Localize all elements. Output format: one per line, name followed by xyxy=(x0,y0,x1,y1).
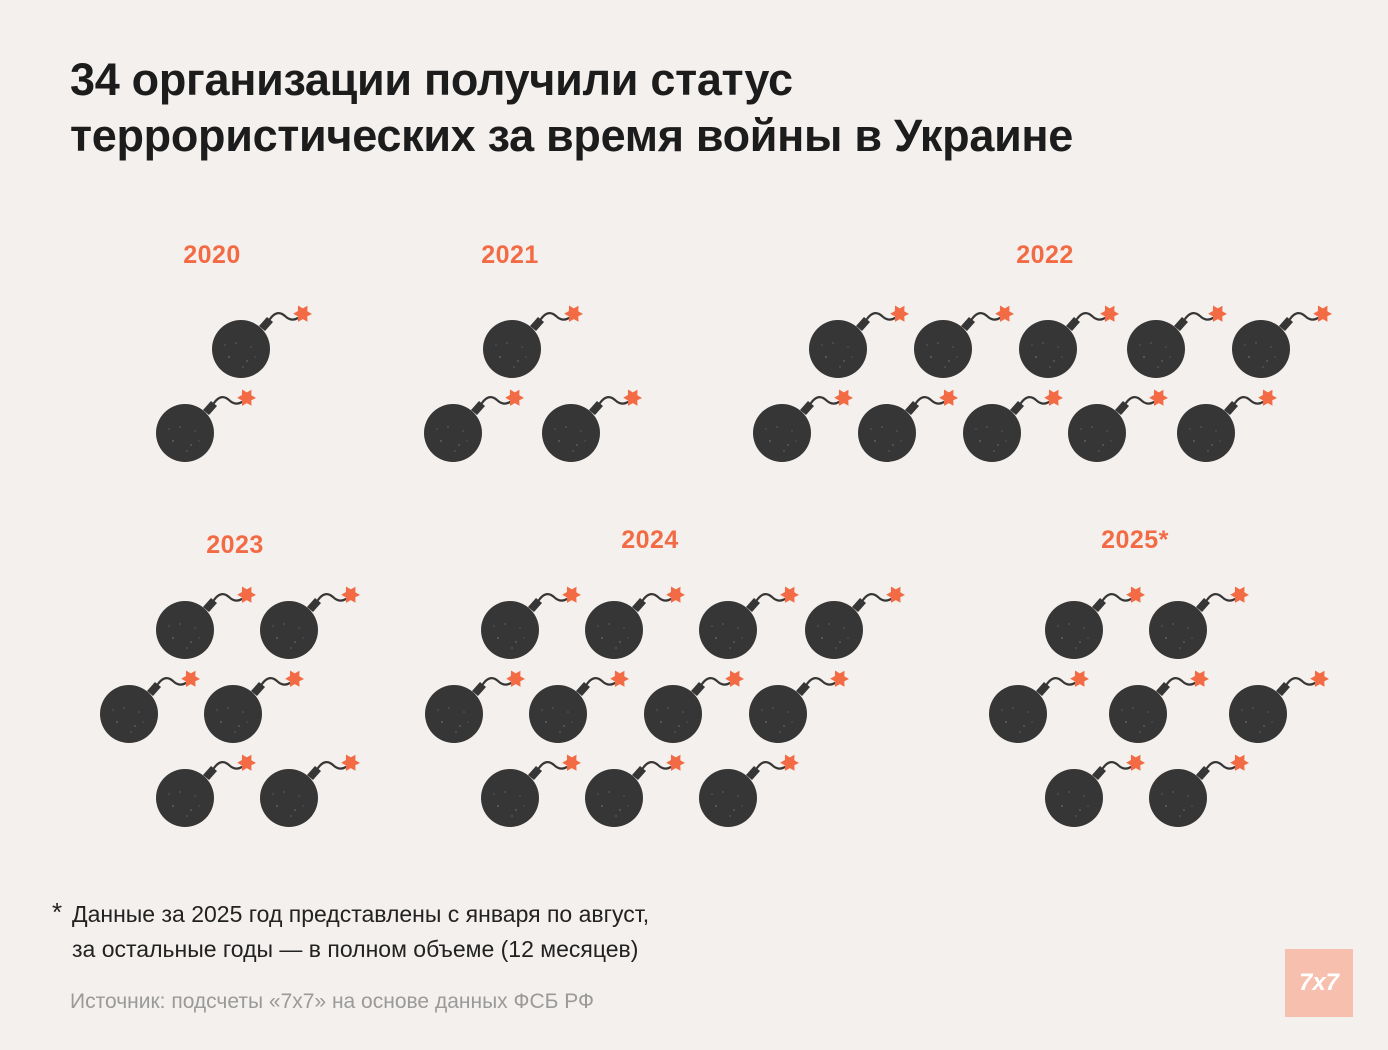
bomb-icon xyxy=(154,388,258,464)
bomb-icon xyxy=(697,585,801,661)
bomb-icon xyxy=(912,304,1016,380)
bomb-icon xyxy=(747,669,851,745)
year-label-2020: 2020 xyxy=(183,241,241,269)
year-label-2021: 2021 xyxy=(481,241,539,269)
year-label-2023: 2023 xyxy=(206,531,264,559)
bomb-icon xyxy=(697,753,801,829)
bomb-icon xyxy=(540,388,644,464)
bomb-icon xyxy=(1147,753,1251,829)
bomb-icon xyxy=(1107,669,1211,745)
year-label-2022: 2022 xyxy=(1016,241,1074,269)
bomb-icon xyxy=(987,669,1091,745)
bomb-icon xyxy=(481,304,585,380)
footnote-line-1: Данные за 2025 год представлены с января… xyxy=(72,901,650,927)
footnote-asterisk: * xyxy=(52,897,63,927)
source-note: Источник: подсчеты «7x7» на основе данны… xyxy=(70,990,594,1013)
bomb-icon xyxy=(583,585,687,661)
bomb-icon xyxy=(527,669,631,745)
bomb-icon xyxy=(202,669,306,745)
bomb-icon xyxy=(803,585,907,661)
bomb-icon xyxy=(751,388,855,464)
bomb-icon xyxy=(1043,753,1147,829)
bomb-icon xyxy=(642,669,746,745)
bomb-icon xyxy=(258,585,362,661)
bomb-icon xyxy=(583,753,687,829)
bomb-icon xyxy=(258,753,362,829)
title-line-1: 34 организации получили статус xyxy=(70,54,793,105)
bomb-icon xyxy=(807,304,911,380)
bomb-icon xyxy=(961,388,1065,464)
bomb-icon xyxy=(856,388,960,464)
footnote-line-2: за остальные годы — в полном объеме (12 … xyxy=(72,936,639,962)
bomb-icon xyxy=(98,669,202,745)
footnote: * Данные за 2025 год представлены с янва… xyxy=(52,897,649,967)
year-label-2025: 2025* xyxy=(1101,526,1169,554)
bomb-icon xyxy=(210,304,314,380)
bomb-icon xyxy=(422,388,526,464)
bomb-icon xyxy=(1043,585,1147,661)
bomb-icon xyxy=(1066,388,1170,464)
bomb-icon xyxy=(1017,304,1121,380)
bomb-icon xyxy=(423,669,527,745)
bomb-icon xyxy=(154,753,258,829)
bomb-icon xyxy=(154,585,258,661)
chart-title: 34 организации получили статус террорист… xyxy=(70,52,1330,164)
bomb-icon xyxy=(1230,304,1334,380)
bomb-icon xyxy=(1227,669,1331,745)
title-line-2: террористических за время войны в Украин… xyxy=(70,110,1074,161)
bomb-icon xyxy=(1147,585,1251,661)
year-label-2024: 2024 xyxy=(621,526,679,554)
bomb-icon xyxy=(479,585,583,661)
brand-logo: 7x7 xyxy=(1285,949,1353,1017)
bomb-icon xyxy=(1125,304,1229,380)
bomb-icon xyxy=(1175,388,1279,464)
bomb-icon xyxy=(479,753,583,829)
